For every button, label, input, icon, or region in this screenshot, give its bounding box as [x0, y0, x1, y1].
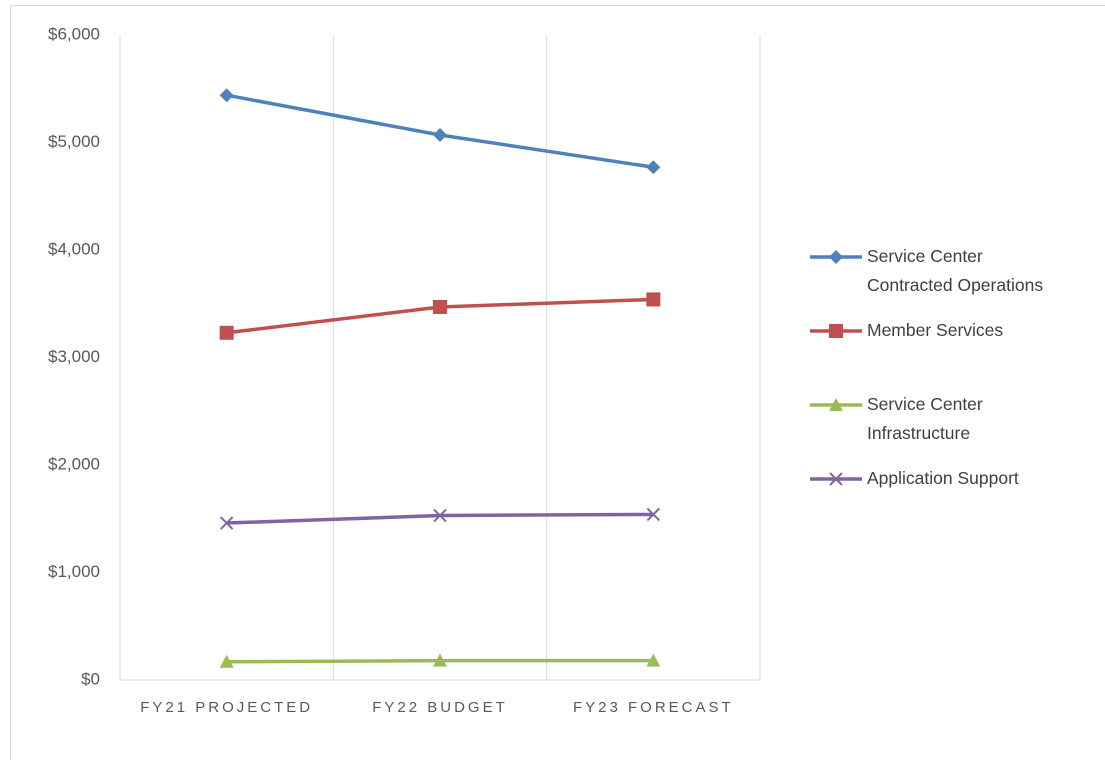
y-tick-label: $6,000 [48, 24, 100, 43]
marker [433, 299, 447, 314]
chart-border [10, 5, 1105, 760]
marker [433, 127, 447, 142]
legend-marker [829, 324, 843, 338]
y-tick-label: $0 [81, 669, 100, 688]
legend-label: Member Services [867, 320, 1004, 340]
marker [219, 325, 234, 340]
legend-marker [829, 250, 843, 264]
marker [433, 508, 447, 523]
marker [219, 516, 234, 530]
legend-label: Service Center Contracted Operations [867, 246, 1044, 295]
y-tick-label: $4,000 [48, 239, 100, 258]
marker [646, 507, 661, 522]
y-tick-label: $5,000 [48, 132, 100, 151]
marker [646, 653, 661, 667]
marker [646, 160, 661, 175]
x-tick-label: FY23 FORECAST [573, 699, 734, 716]
y-tick-label: $1,000 [48, 562, 100, 581]
marker [219, 654, 234, 668]
marker [646, 292, 661, 307]
legend-marker [829, 472, 843, 486]
legend-label: Service Center Infrastructure [867, 394, 983, 443]
legend-marker [829, 398, 843, 411]
legend-label: Application Support [867, 468, 1019, 488]
x-tick-label: FY22 BUDGET [372, 699, 508, 716]
marker [433, 653, 447, 667]
x-tick-label: FY21 PROJECTED [140, 699, 313, 716]
marker [219, 88, 234, 103]
y-tick-label: $2,000 [48, 454, 100, 473]
y-tick-label: $3,000 [48, 347, 100, 366]
